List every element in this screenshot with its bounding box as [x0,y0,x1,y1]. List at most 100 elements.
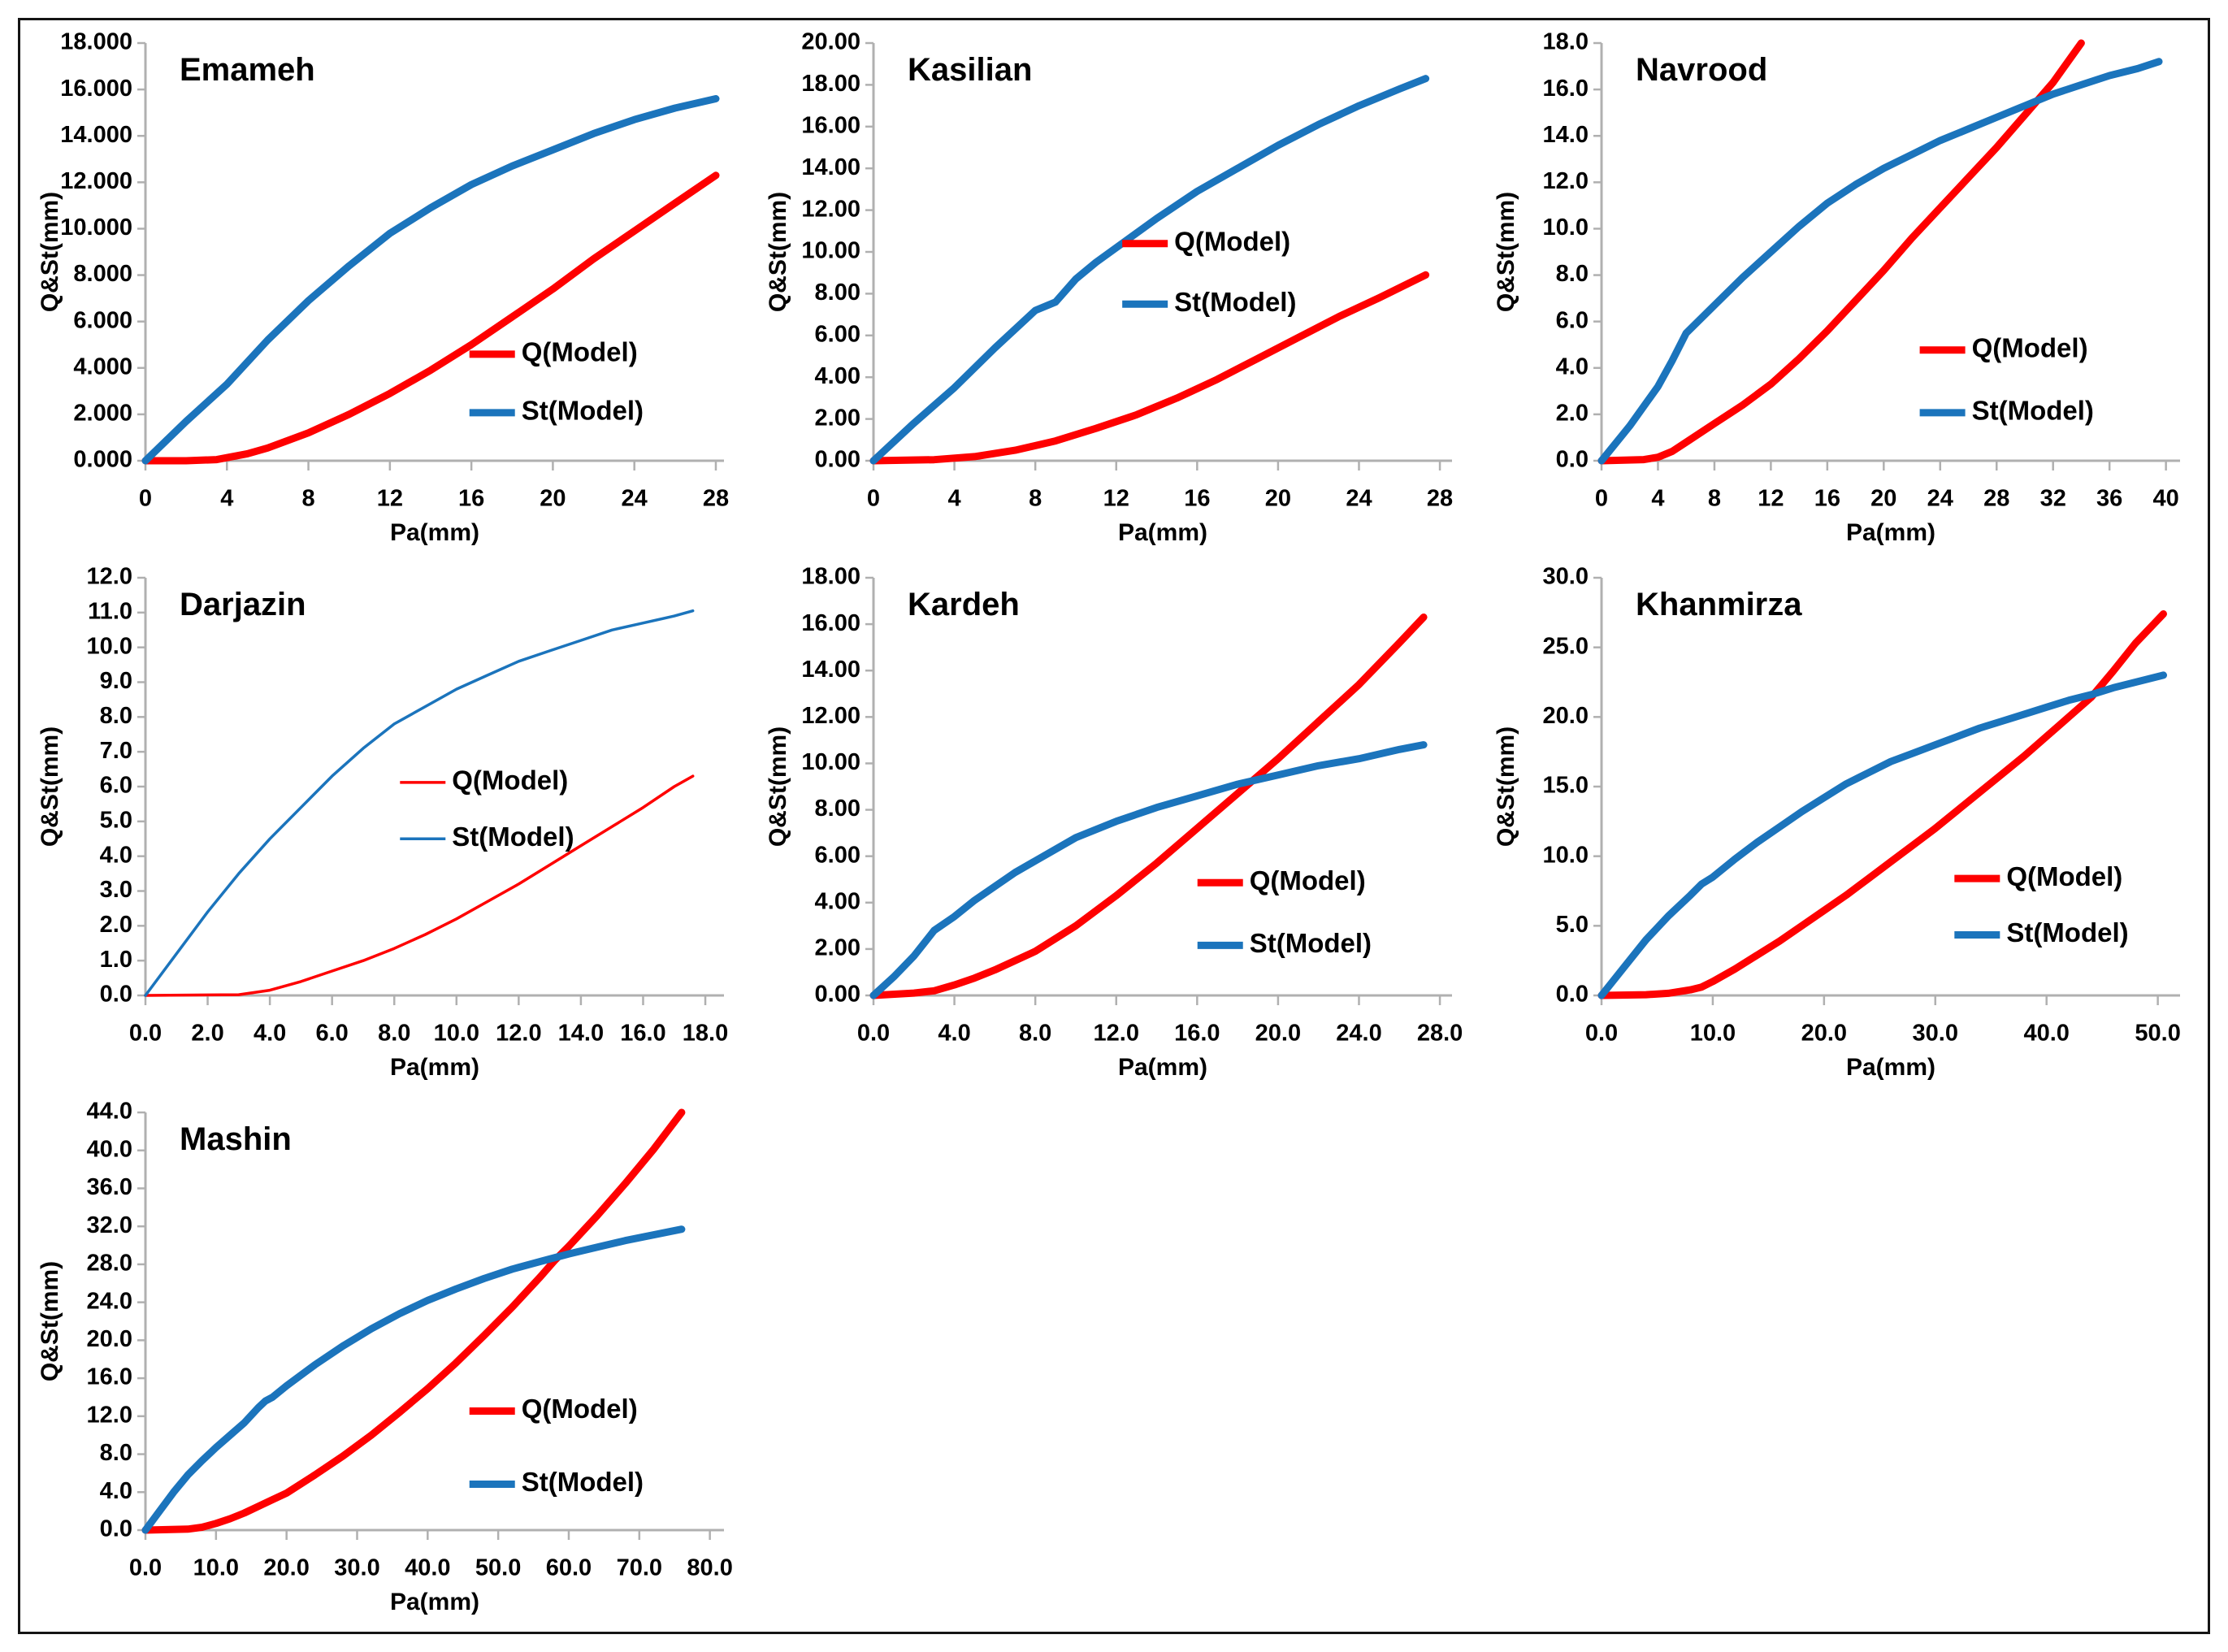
y-tick-label: 18.00 [801,564,860,590]
y-tick-label: 12.00 [801,196,860,222]
y-tick-label: 30.0 [1543,564,1589,590]
y-tick-label: 12.00 [801,703,860,729]
y-tick-label: 7.0 [100,738,132,764]
legend-st-label: St(Model) [1972,396,2094,426]
y-axis-label: Q&St(mm) [765,726,791,847]
y-tick-label: 16.0 [1543,76,1589,102]
y-tick-label: 8.00 [815,796,860,822]
x-tick-label: 12 [1758,486,1784,512]
y-tick-label: 10.000 [60,215,132,241]
chart-svg-khanmirza: 0.0 5.0 10.0 15.0 20.0 25.0 30.0 0.0 10.0 20.0 30.… [1493,564,2181,1081]
x-tick-label: 0.0 [857,1021,890,1047]
x-tick-label: 16 [1184,486,1210,512]
chart-title: Kasilian [908,52,1032,88]
y-tick-label: 16.000 [60,76,132,102]
x-tick-label: 4 [220,486,233,512]
y-tick-label: 4.000 [73,353,132,379]
y-axis-label: Q&St(mm) [37,192,63,312]
st-model-line [141,1225,686,1534]
y-tick-label: 6.0 [100,773,132,799]
x-axis-label: Pa(mm) [390,1589,479,1615]
y-tick-label: 32.0 [87,1212,132,1238]
x-axis-label: Pa(mm) [390,519,479,546]
y-tick-label: 15.0 [1543,773,1589,799]
st-model-line [869,75,1430,465]
x-tick-label: 4 [948,486,961,512]
chart-kardeh: 0.00 2.00 4.00 6.00 8.00 10.00 12.00 14.00 16.00… [755,562,1473,1090]
x-tick-label: 6.0 [316,1021,349,1047]
y-axis-label: Q&St(mm) [765,192,791,312]
y-tick-label: 28.0 [87,1251,132,1277]
y-tick-label: 14.0 [1543,122,1589,148]
y-tick-label: 20.00 [801,29,860,55]
legend-q-label: Q(Model) [522,1394,638,1424]
y-tick-label: 10.0 [87,633,132,659]
q-model-line [144,774,695,997]
y-tick-label: 8.0 [1556,261,1589,287]
x-tick-label: 16 [1814,486,1840,512]
q-model-line [1597,610,2167,999]
x-tick-label: 24.0 [1336,1021,1381,1047]
x-tick-label: 16.0 [1174,1021,1220,1047]
x-tick-label: 8 [301,486,314,512]
y-tick-label: 5.0 [1556,912,1589,938]
x-tick-label: 8.0 [1019,1021,1051,1047]
chart-darjazin: 0.0 1.0 2.0 3.0 4.0 5.0 6.0 7.0 8.0 9.0 10.0 11.0 12… [27,562,745,1090]
y-tick-label: 12.0 [87,1402,132,1428]
x-tick-label: 4.0 [254,1021,286,1047]
y-tick-label: 10.00 [801,238,860,264]
st-model-line [141,95,720,465]
y-tick-label: 2.000 [73,401,132,427]
chart-svg-mashin: 0.0 4.0 8.0 12.0 16.0 20.0 24.0 28.0 32.0 36.0 40.… [37,1099,733,1615]
chart-title: Darjazin [180,587,306,622]
legend-st-label: St(Model) [452,822,574,852]
y-tick-label: 4.00 [815,363,860,389]
legend-st-label: St(Model) [1250,928,1372,958]
x-tick-label: 70.0 [617,1555,662,1581]
y-tick-label: 0.0 [1556,982,1589,1008]
y-tick-label: 8.00 [815,280,860,306]
chart-kasilian: 0.00 2.00 4.00 6.00 8.00 10.00 12.00 14.00 16.00… [755,27,1473,555]
y-tick-label: 2.00 [815,935,860,961]
x-tick-label: 50.0 [2135,1021,2180,1047]
x-tick-label: 16.0 [620,1021,665,1047]
chart-title: Mashin [180,1121,292,1157]
y-tick-label: 16.00 [801,610,860,636]
y-tick-label: 0.0 [100,982,132,1008]
chart-title: Navrood [1636,52,1767,88]
chart-emameh: 0.000 2.000 4.000 6.000 8.000 10.000 12.000 14.… [27,27,745,555]
chart-title: Emameh [180,52,315,88]
y-tick-label: 5.0 [100,807,132,833]
x-tick-label: 12 [1103,486,1129,512]
x-tick-label: 4.0 [938,1021,970,1047]
y-tick-label: 18.00 [801,71,860,97]
x-tick-label: 0.0 [129,1555,162,1581]
x-tick-label: 20 [540,486,566,512]
y-tick-label: 36.0 [87,1174,132,1200]
y-tick-label: 0.000 [73,447,132,473]
y-tick-label: 18.0 [1543,29,1589,55]
y-tick-label: 6.00 [815,842,860,868]
x-tick-label: 24 [1927,486,1953,512]
y-tick-label: 6.00 [815,321,860,347]
y-tick-label: 40.0 [87,1136,132,1162]
y-tick-label: 1.0 [100,947,132,973]
legend-q-label: Q(Model) [1250,865,1366,895]
legend-st-label: St(Model) [522,1467,644,1497]
x-axis-label: Pa(mm) [1118,519,1207,546]
x-tick-label: 28.0 [1417,1021,1463,1047]
y-tick-label: 12.0 [1543,168,1589,194]
x-tick-label: 20.0 [1801,1021,1847,1047]
q-model-line [1597,39,2085,465]
chart-title: Kardeh [908,587,1020,622]
x-tick-label: 18.0 [683,1021,728,1047]
x-tick-label: 28 [1427,486,1453,512]
chart-svg-kasilian: 0.00 2.00 4.00 6.00 8.00 10.00 12.00 14.00 16.00… [765,29,1453,546]
y-tick-label: 10.00 [801,749,860,775]
x-tick-label: 12.0 [1094,1021,1139,1047]
x-tick-label: 50.0 [475,1555,521,1581]
y-axis-label: Q&St(mm) [37,1261,63,1381]
y-tick-label: 0.00 [815,982,860,1008]
y-tick-label: 4.0 [100,1478,132,1504]
legend-q-label: Q(Model) [1972,333,2088,363]
